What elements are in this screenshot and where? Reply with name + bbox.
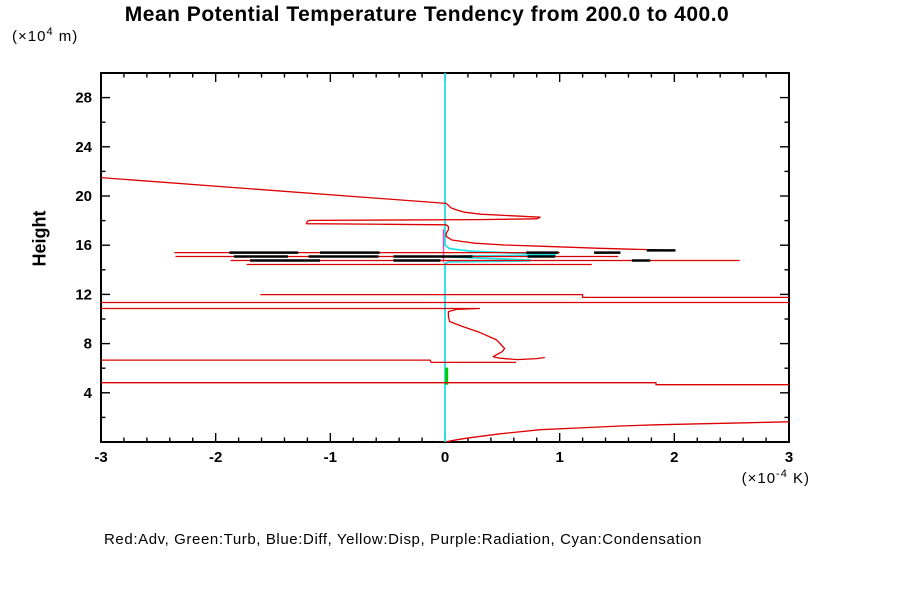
series-advection [101,307,545,361]
x-tick-label: 3 [785,449,793,466]
series-advection [260,293,789,299]
x-tick-label: 1 [555,449,563,466]
y-tick-label: 8 [84,336,92,353]
x-tick-label: -1 [324,449,337,466]
y-tick-label: 28 [75,90,92,107]
series-advection [101,359,517,364]
legend-text: Red:Adv, Green:Turb, Blue:Diff, Yellow:D… [104,531,703,548]
series-advection [445,421,790,443]
y-tick-label: 24 [75,139,92,156]
x-tick-label: -2 [209,449,222,466]
y-tick-label: 16 [75,237,92,254]
x-tick-label: -3 [94,449,107,466]
x-unit-exponent: -4 [776,468,788,480]
y-tick-label: 4 [84,385,93,402]
x-axis-unit-label: (×10-4 K) [700,468,810,487]
x-tick-label: 0 [441,449,449,466]
y-tick-label: 12 [75,286,92,303]
x-unit-prefix: (×10 [741,470,777,487]
series-advection [101,382,789,386]
y-axis-unit-label: (×104 m) [12,26,78,45]
chart-title: Mean Potential Temperature Tendency from… [124,3,730,26]
x-tick-label: 2 [670,449,678,466]
series-advection [100,176,674,252]
y-unit-suffix: m) [53,28,79,45]
y-unit-prefix: (×10 [12,28,47,45]
y-unit-exponent: 4 [46,26,54,38]
x-unit-suffix: K) [787,470,810,487]
y-tick-label: 20 [75,188,92,205]
